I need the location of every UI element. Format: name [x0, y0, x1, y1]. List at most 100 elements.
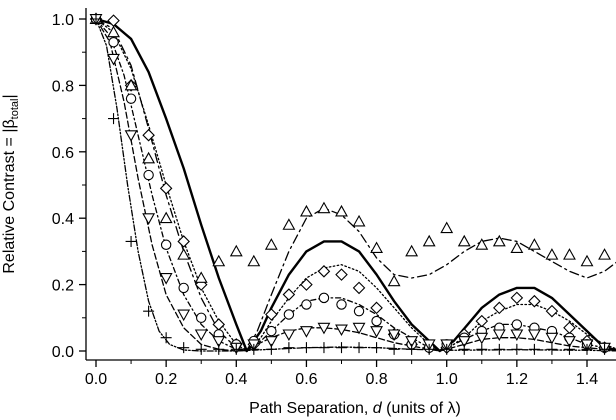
plus-marker [371, 342, 383, 354]
plus-marker [528, 343, 540, 355]
plus-marker [599, 343, 611, 355]
x-tick-label: 1.4 [576, 371, 598, 388]
circle-marker [336, 299, 347, 310]
circle-marker [266, 325, 277, 337]
triangle-up-marker [229, 244, 243, 257]
plus-marker [230, 343, 242, 355]
plus-marker [248, 343, 260, 355]
triangle-down-marker [264, 336, 278, 348]
circle-marker [108, 37, 119, 48]
triangle-down-marker [177, 309, 191, 322]
diamond-marker [493, 301, 506, 315]
triangle-down-marker [317, 322, 331, 335]
circle-marker [160, 239, 172, 250]
y-tick-label: 0.6 [52, 145, 74, 162]
x-axis-title-prefix: Path Separation, [249, 400, 373, 417]
measured-points [89, 12, 611, 355]
curve-dotted [95, 18, 616, 352]
triangle-down-marker [545, 332, 559, 345]
circle-marker [178, 282, 189, 294]
triangle-down-marker [405, 336, 419, 348]
triangle-up-marker [387, 274, 401, 287]
diamond-marker [545, 304, 559, 318]
plus-marker [318, 342, 330, 354]
triangle-up-marker [475, 238, 489, 250]
triangle-down-marker [335, 324, 348, 337]
triangle-up-marker [545, 248, 559, 260]
diamond-marker [352, 281, 366, 295]
triangle-down-marker [194, 329, 208, 342]
diamond-marker [159, 182, 173, 195]
triangle-down-marker [563, 336, 576, 348]
diamond-marker [335, 268, 348, 281]
triangle-up-marker [107, 25, 120, 38]
triangle-up-marker [317, 201, 331, 214]
x-tick-label: 0.4 [225, 371, 247, 388]
diamond-marker [317, 265, 331, 278]
plus-marker [563, 343, 575, 355]
triangle-up-marker [598, 248, 611, 260]
plus-marker [476, 343, 488, 355]
plus-marker [265, 343, 277, 355]
curve-solid [94, 17, 616, 353]
plus-marker [388, 343, 400, 355]
axes [85, 8, 616, 361]
plus-marker [493, 343, 505, 355]
triangle-down-marker [159, 273, 173, 285]
y-ticks: 0.0 0.2 0.4 0.6 0.8 1.0 [52, 12, 86, 361]
plus-marker [90, 13, 102, 25]
plus-marker [283, 342, 295, 354]
x-tick-label: 0.0 [85, 371, 107, 388]
triangle-down-marker [510, 329, 524, 342]
triangle-up-marker [370, 241, 384, 254]
plus-marker [160, 332, 172, 344]
x-ticks: 0.0 0.2 0.4 0.6 0.8 1.0 1.2 1.4 [85, 360, 598, 388]
triangle-down-marker [527, 329, 541, 342]
curve-dashed [95, 18, 616, 352]
y-tick-label: 0.0 [52, 344, 74, 361]
triangle-down-marker [282, 329, 296, 342]
plus-marker [441, 343, 453, 355]
circle-marker [511, 319, 523, 330]
y-axis-title-prefix: Relative Contrast = |β [1, 119, 18, 273]
triangle-up-marker [194, 271, 208, 283]
circle-marker [283, 309, 295, 320]
diamond-marker [107, 14, 120, 27]
plus-marker [336, 342, 347, 354]
circle-marker [301, 299, 312, 310]
plus-marker [213, 343, 225, 355]
x-axis-title-variable: d [373, 400, 383, 417]
x-tick-label: 1.0 [436, 371, 458, 388]
circle-marker [195, 312, 207, 324]
circle-marker [318, 292, 330, 304]
plus-marker [125, 235, 137, 247]
x-tick-label: 0.6 [295, 371, 317, 388]
plus-marker [423, 343, 435, 355]
plus-marker [178, 342, 190, 354]
diamond-marker [300, 278, 313, 291]
y-tick-label: 0.8 [52, 78, 74, 95]
diamond-marker [528, 294, 541, 308]
y-tick-label: 0.2 [52, 278, 74, 295]
triangle-up-marker [212, 254, 226, 267]
plus-marker [195, 343, 207, 355]
x-tick-label: 1.2 [506, 371, 528, 388]
triangle-down-marker [475, 332, 489, 345]
triangle-down-marker [299, 326, 313, 338]
triangle-down-marker [370, 326, 384, 338]
y-axis-title: Relative Contrast = |βtotal| [1, 94, 21, 273]
triangle-up-marker [299, 204, 313, 217]
triangle-up-marker [527, 238, 541, 250]
triangle-up-marker [457, 234, 471, 247]
triangle-down-marker [387, 329, 401, 342]
x-axis-title: Path Separation, d (units of λ) [249, 400, 461, 417]
triangle-up-marker [142, 151, 156, 164]
x-tick-label: 0.8 [365, 371, 387, 388]
diamond-marker [177, 235, 190, 248]
triangle-down-marker [457, 336, 471, 348]
y-axis-title-subscript: total [9, 99, 21, 120]
plus-marker [108, 113, 120, 125]
plus-marker [406, 343, 418, 355]
triangle-up-marker [282, 218, 296, 230]
